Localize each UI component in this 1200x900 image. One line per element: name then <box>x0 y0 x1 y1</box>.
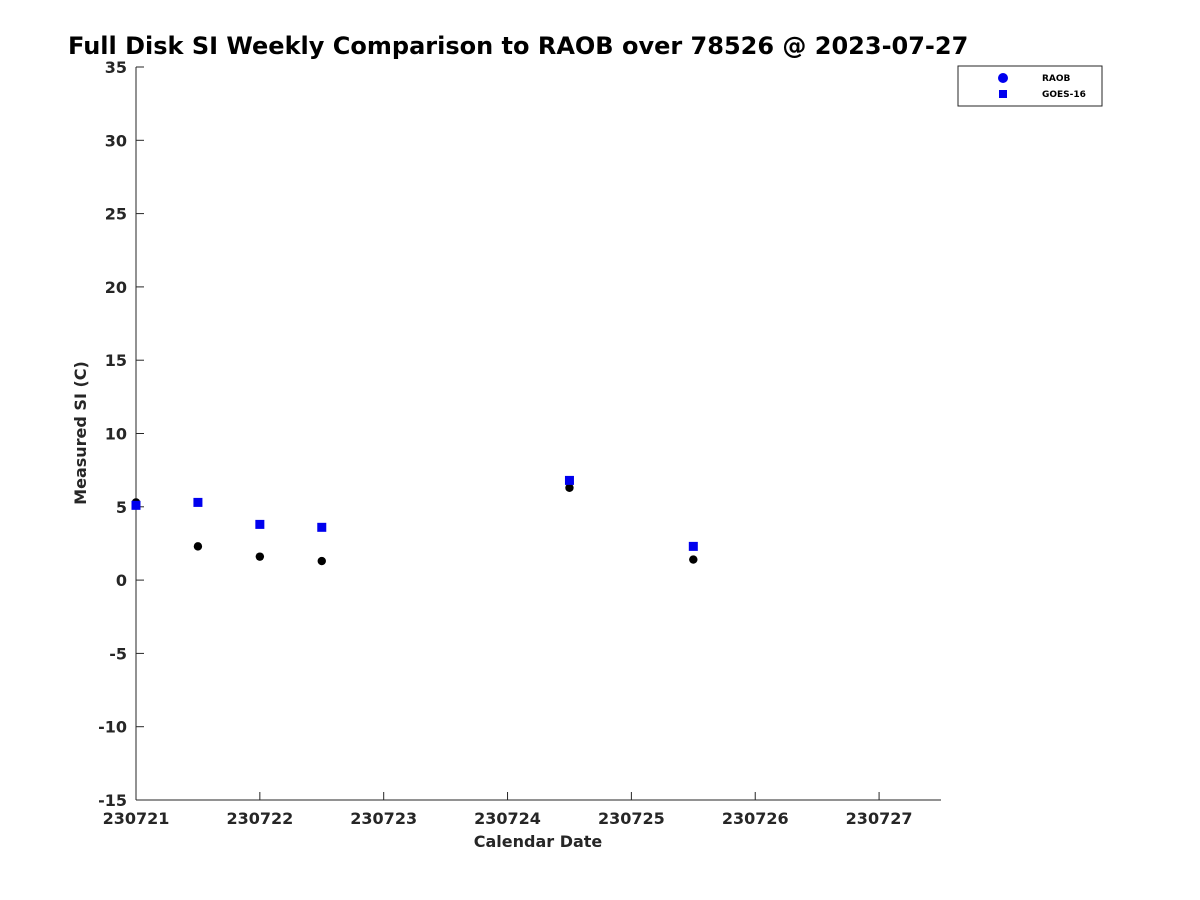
goes-16-point <box>131 500 141 510</box>
y-tick-label: -10 <box>98 718 127 737</box>
y-tick-label: -5 <box>109 644 127 663</box>
y-tick-label: 20 <box>105 278 127 297</box>
raob-point <box>193 542 203 551</box>
y-tick-label: 5 <box>116 498 127 517</box>
y-tick-label: 15 <box>105 351 127 370</box>
x-tick-label: 230723 <box>350 809 417 828</box>
legend-marker-goes-16 <box>999 90 1007 98</box>
raob-point <box>317 556 326 566</box>
legend-label: RAOB <box>1042 74 1071 84</box>
y-tick-label: 0 <box>116 571 127 590</box>
raob-point <box>255 552 265 561</box>
goes-16-point <box>564 475 574 485</box>
x-tick-label: 230727 <box>846 809 913 828</box>
goes-16-point <box>317 522 327 532</box>
goes-16-point <box>255 519 265 529</box>
goes-16-point <box>193 497 203 507</box>
raob-point <box>689 555 698 564</box>
x-tick-label: 230725 <box>598 809 665 828</box>
x-axis-label: Calendar Date <box>474 832 603 851</box>
x-tick-label: 230722 <box>226 809 293 828</box>
legend-label: GOES-16 <box>1042 90 1086 100</box>
x-tick-label: 230724 <box>474 809 541 828</box>
y-tick-label: 35 <box>105 58 127 77</box>
y-tick-label: 25 <box>105 205 127 224</box>
series-goes-16 <box>131 475 698 551</box>
data-marks <box>131 475 698 566</box>
legend-marker-raob <box>998 73 1008 83</box>
goes-16-point <box>688 541 698 551</box>
x-tick-label: 230726 <box>722 809 789 828</box>
raob-point <box>565 483 574 492</box>
y-tick-label: 30 <box>105 131 127 150</box>
series-raob <box>131 483 698 566</box>
y-axis-label: Measured SI (C) <box>71 361 90 505</box>
y-tick-label: -15 <box>98 791 127 810</box>
chart-title: Full Disk SI Weekly Comparison to RAOB o… <box>68 32 968 60</box>
x-tick-label: 230721 <box>103 809 170 828</box>
legend: RAOB GOES-16 <box>957 65 1103 107</box>
legend-box <box>957 65 1103 107</box>
y-tick-label: 10 <box>105 425 127 444</box>
